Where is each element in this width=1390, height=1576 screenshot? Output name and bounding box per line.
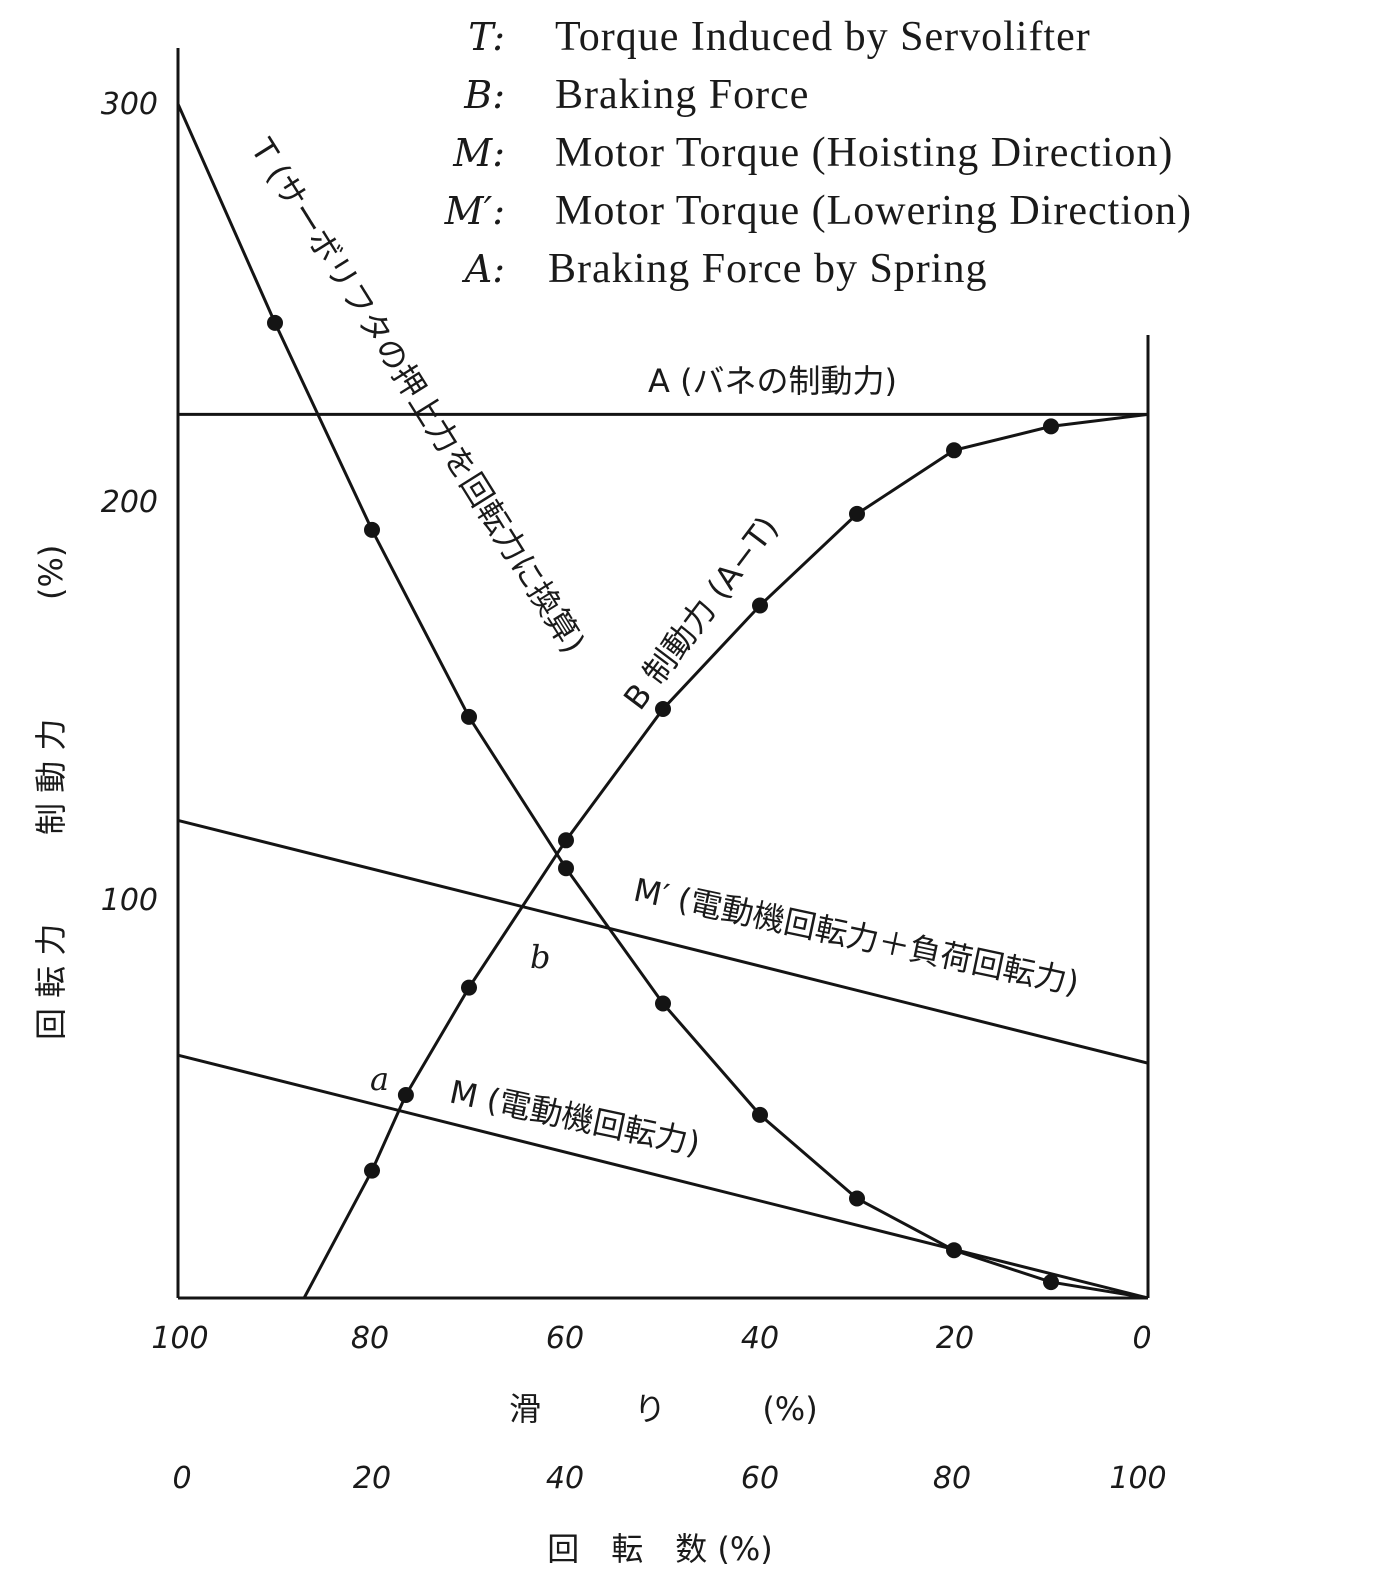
legend: T: Torque Induced by Servolifter B: Brak… [444,14,1192,292]
legend-text-a: Braking Force by Spring [548,246,987,292]
y-tick-label: 200 [101,485,158,520]
legend-key-m-prime: M′: [444,189,505,233]
series-layer [176,103,1149,1300]
legend-text-m: Motor Torque (Hoisting Direction) [555,130,1173,176]
y-axis-title-rotation: 回 転 力 [32,924,70,1040]
x-slip-tick-label: 0 [1132,1321,1151,1356]
x-slip-tick-label: 40 [741,1321,779,1356]
data-point-b [364,1162,380,1179]
data-point-t [461,708,477,725]
x-slip-tick-label: 60 [546,1321,584,1356]
y-axis-title-unit: (%) [32,545,70,600]
x-slip-title-part: (%) [762,1390,817,1428]
data-point-b [558,832,574,849]
curve-label-t: T (サーボリフタの押上力を回転力に換算) [243,131,593,660]
legend-key-m: M: [452,131,505,175]
x-speed-tick-label: 0 [172,1461,191,1496]
x-speed-tick-label: 60 [741,1461,779,1496]
x-slip-tick-label: 100 [151,1321,208,1356]
legend-key-t: T: [468,15,505,59]
data-point-t [752,1106,768,1123]
y-axis-title-braking: 制 動 力 [32,719,70,835]
series-line-m-prime [177,818,1149,1065]
y-tick-label: 300 [101,87,158,122]
x-axis-title-slip: 滑 り (%) [509,1390,818,1428]
legend-text-m-prime: Motor Torque (Lowering Direction) [555,188,1192,234]
curve-label-m-prime: M′ (電動機回転力＋負荷回転力) [630,871,1082,1003]
x-slip-title-part: 滑 [509,1390,541,1428]
legend-key-a: A: [462,247,505,291]
data-point-t [849,1190,865,1207]
x-speed-tick-label: 20 [353,1461,391,1496]
data-point-b [946,442,962,459]
legend-text-t: Torque Induced by Servolifter [555,14,1091,60]
curve-label-m: M (電動機回転力) [446,1073,703,1163]
data-point-b [655,701,671,717]
x-slip-title-part: り [634,1390,666,1428]
y-axis-title: 回 転 力 制 動 力 (%) [32,545,70,1040]
data-point-t [364,521,380,538]
x-axis-title-speed: 回 転 数 (%) [547,1530,773,1568]
x-speed-ticks: 0 20 40 60 80 100 [172,1461,1166,1496]
legend-text-b: Braking Force [555,72,809,118]
legend-key-b: B: [463,73,505,117]
data-point-t [558,860,574,877]
data-point-t [655,995,671,1012]
curve-label-a: A (バネの制動力) [648,362,897,400]
data-point-t [1043,1274,1059,1291]
data-point-b [397,1087,414,1103]
point-label-b: b [530,938,550,976]
y-tick-label: 100 [101,883,158,918]
x-slip-tick-label: 80 [351,1321,389,1356]
data-point-t [267,314,283,331]
x-speed-tick-label: 100 [1109,1461,1166,1496]
data-point-b [1043,418,1059,435]
data-point-b [752,597,768,614]
data-point-b [849,505,865,522]
series-line-m [177,1053,1149,1300]
x-slip-tick-label: 20 [936,1321,974,1356]
x-speed-tick-label: 40 [546,1461,584,1496]
x-speed-tick-label: 80 [933,1461,971,1496]
data-point-b [461,979,477,996]
point-label-a: a [370,1060,389,1098]
x-slip-ticks: 100 80 60 40 20 0 [151,1321,1151,1356]
